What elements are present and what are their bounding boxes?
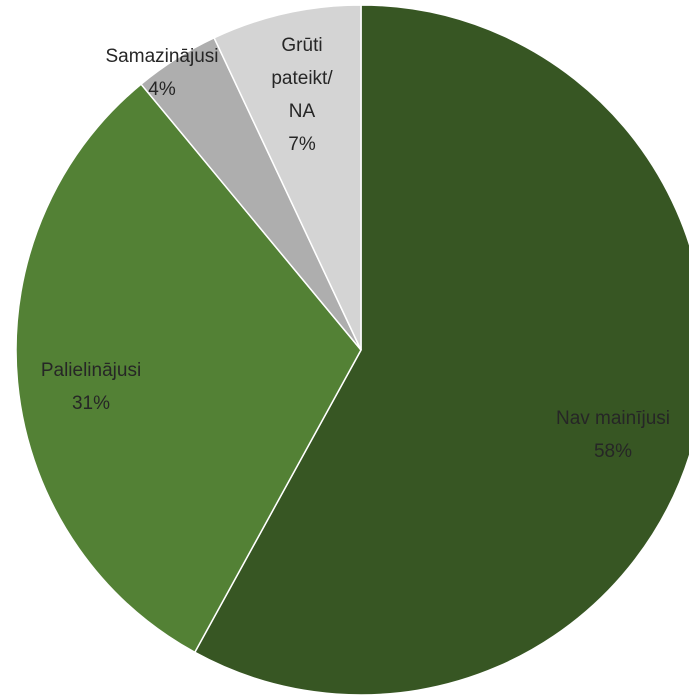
data-label: Samazinājusi 4%: [82, 40, 242, 106]
value-label: 58%: [593, 441, 633, 462]
pie-slice: [15, 83, 362, 654]
value-label: 7%: [288, 134, 316, 155]
value-label: 4%: [148, 79, 176, 100]
category-label: Nav mainījusi: [555, 408, 671, 429]
data-label: Grūti pateikt/ NA 7%: [262, 29, 342, 161]
category-label: Samazinājusi: [105, 46, 219, 67]
data-label: Palielinājusi 31%: [11, 354, 171, 420]
category-label: Grūti pateikt/ NA: [271, 35, 333, 122]
value-label: 31%: [71, 393, 111, 414]
pie-slice: [213, 4, 362, 351]
category-label: Palielinājusi: [40, 360, 142, 381]
data-label: Nav mainījusi 58%: [533, 402, 689, 468]
